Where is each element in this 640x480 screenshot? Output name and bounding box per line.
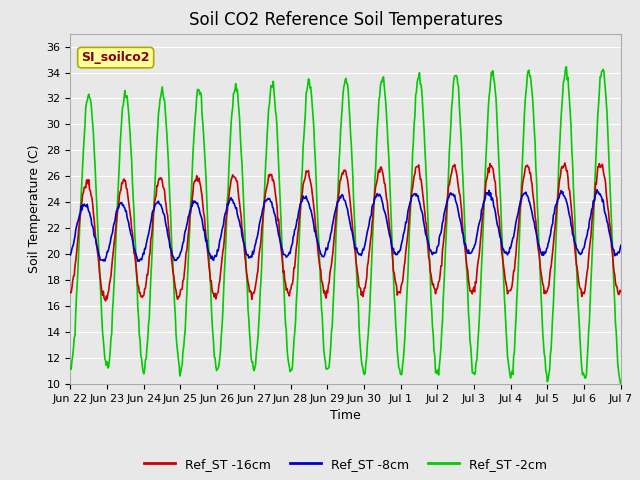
Y-axis label: Soil Temperature (C): Soil Temperature (C) [28,144,41,273]
X-axis label: Time: Time [330,409,361,422]
Title: Soil CO2 Reference Soil Temperatures: Soil CO2 Reference Soil Temperatures [189,11,502,29]
Legend: Ref_ST -16cm, Ref_ST -8cm, Ref_ST -2cm: Ref_ST -16cm, Ref_ST -8cm, Ref_ST -2cm [139,453,552,476]
Text: SI_soilco2: SI_soilco2 [81,51,150,64]
